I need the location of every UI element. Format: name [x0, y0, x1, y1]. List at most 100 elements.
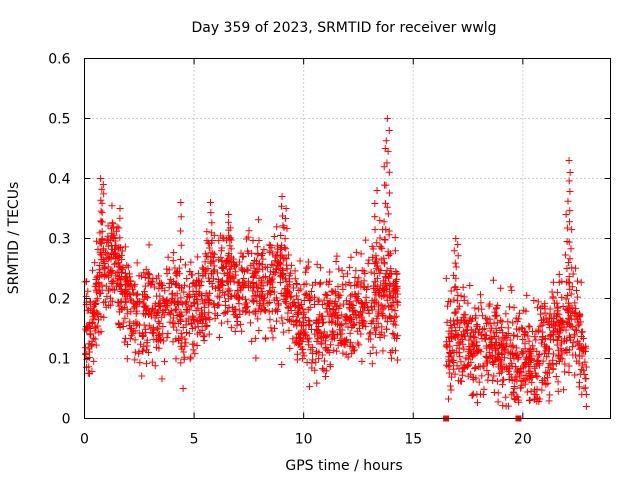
data-point: [100, 313, 108, 321]
data-point: [574, 322, 582, 330]
data-point: [208, 219, 216, 227]
data-point: [506, 303, 514, 311]
data-point: [259, 295, 267, 303]
data-point: [285, 326, 293, 334]
data-point: [525, 397, 533, 404]
data-point: [538, 386, 546, 394]
data-point: [388, 347, 396, 355]
data-point: [528, 328, 536, 336]
data-point: [105, 301, 113, 309]
data-point: [170, 323, 178, 331]
data-point: [569, 351, 577, 359]
data-point: [508, 286, 516, 294]
data-point: [305, 334, 313, 342]
data-point: [320, 334, 328, 342]
data-point: [107, 255, 115, 263]
data-point: [349, 347, 357, 355]
data-point: [94, 286, 102, 294]
data-point: [225, 295, 233, 303]
data-point: [156, 330, 164, 338]
data-point: [535, 361, 543, 369]
y-tick-labels: 0 0.1 0.2 0.3 0.4 0.5 0.6: [48, 52, 70, 428]
data-point: [518, 348, 526, 356]
data-point: [452, 235, 460, 242]
data-point: [165, 308, 173, 316]
data-point: [534, 304, 542, 312]
data-point: [539, 357, 547, 365]
data-point: [347, 253, 355, 261]
data-point: [304, 306, 312, 314]
data-point: [521, 380, 529, 388]
data-point: [260, 246, 268, 254]
data-point: [231, 268, 239, 276]
data-point: [177, 342, 185, 350]
data-point: [305, 317, 313, 325]
data-point: [154, 318, 162, 326]
data-point: [577, 366, 585, 374]
data-point: [545, 360, 553, 368]
data-point: [155, 285, 163, 293]
data-point: [187, 258, 195, 266]
data-point: [299, 355, 307, 363]
data-point: [515, 309, 523, 317]
data-point: [394, 301, 402, 309]
data-point: [293, 356, 301, 364]
data-point: [326, 363, 334, 371]
data-point: [151, 362, 159, 370]
data-point: [311, 293, 319, 301]
data-point: [578, 352, 586, 360]
data-point: [168, 290, 176, 298]
data-point: [226, 242, 234, 250]
data-point: [264, 299, 272, 307]
data-point: [543, 353, 551, 361]
data-point: [204, 265, 212, 273]
data-point: [161, 287, 169, 295]
data-point: [297, 285, 305, 293]
data-point: [282, 245, 290, 253]
data-point: [289, 284, 297, 292]
data-point: [190, 315, 198, 323]
data-point: [450, 247, 458, 255]
data-point: [494, 302, 502, 310]
data-point: [100, 264, 108, 272]
data-point: [170, 298, 178, 306]
data-point: [291, 275, 299, 283]
data-point: [175, 334, 183, 342]
data-point: [522, 307, 530, 315]
data-point: [379, 277, 387, 285]
data-point: [314, 298, 322, 306]
data-point: [311, 366, 319, 374]
data-point: [114, 259, 122, 267]
data-point: [218, 244, 226, 252]
data-point: [569, 343, 577, 351]
data-point: [119, 319, 127, 327]
data-point: [176, 270, 184, 278]
data-point: [218, 263, 226, 271]
data-point: [233, 321, 241, 329]
data-point: [261, 294, 269, 302]
data-point: [177, 241, 185, 249]
data-point: [242, 235, 250, 243]
data-point: [123, 261, 131, 269]
data-point: [284, 303, 292, 311]
data-point: [485, 302, 493, 310]
data-point: [517, 384, 525, 392]
data-point: [471, 304, 479, 312]
data-point: [208, 280, 216, 287]
data-point: [300, 318, 308, 326]
data-point: [446, 362, 454, 370]
data-point: [563, 265, 571, 272]
data-point: [121, 243, 129, 251]
data-point: [286, 316, 294, 324]
data-point: [374, 283, 382, 291]
data-point: [161, 358, 169, 366]
data-point: [163, 334, 171, 342]
data-point: [273, 257, 281, 265]
data-point: [480, 385, 488, 393]
data-point: [498, 318, 506, 326]
data-point: [384, 210, 392, 218]
data-point: [546, 324, 554, 332]
data-point: [370, 270, 378, 278]
data-point: [358, 303, 366, 311]
data-point: [153, 325, 161, 333]
